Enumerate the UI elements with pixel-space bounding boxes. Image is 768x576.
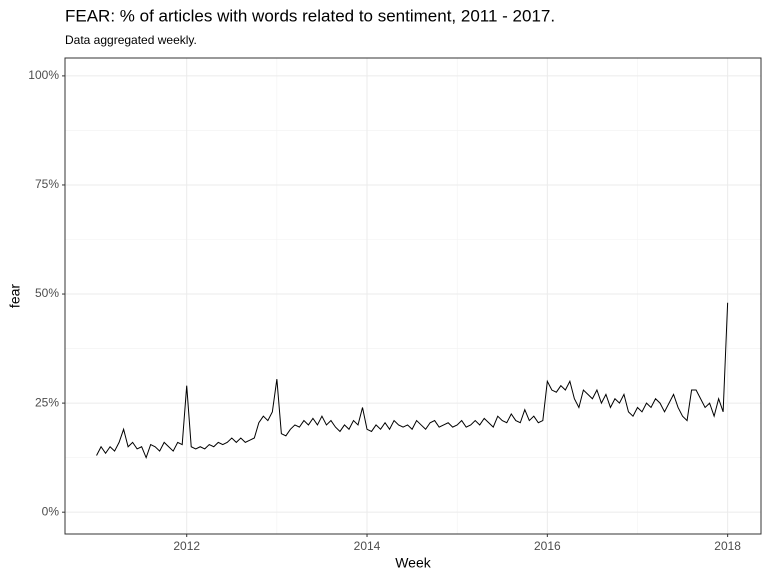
y-tick-label: 100%	[28, 68, 59, 82]
x-tick-label: 2016	[534, 539, 561, 553]
chart-title: FEAR: % of articles with words related t…	[65, 6, 555, 25]
x-tick-label: 2012	[173, 539, 200, 553]
line	[96, 302, 729, 460]
panel-border	[64, 57, 762, 535]
chart-subtitle: Data aggregated weekly.	[65, 33, 197, 47]
y-tick-label: 50%	[35, 286, 59, 300]
y-tick-label: 75%	[35, 177, 59, 191]
x-tick-label: 2018	[714, 539, 741, 553]
y-tick-label: 0%	[42, 504, 60, 518]
x-tick-label: 2014	[354, 539, 381, 553]
x-axis-title: Week	[395, 555, 432, 571]
y-axis-title: fear	[7, 284, 23, 308]
y-tick-label: 25%	[35, 395, 59, 409]
